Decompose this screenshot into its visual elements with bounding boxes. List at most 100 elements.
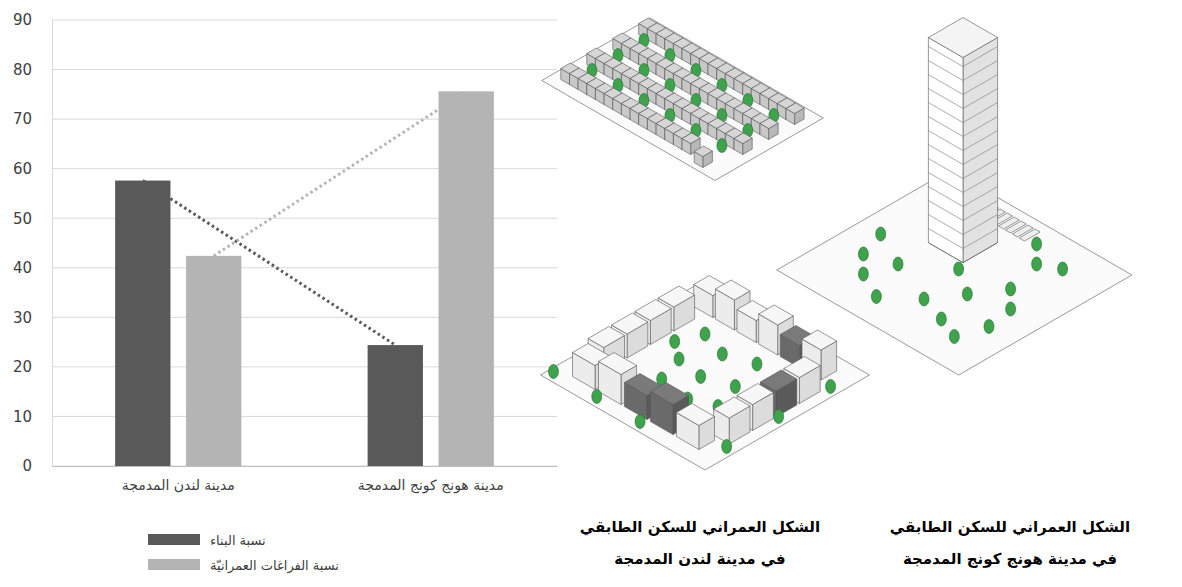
- floor-line: [928, 145, 997, 165]
- tree: [826, 380, 836, 394]
- tree: [858, 247, 868, 261]
- tree: [674, 352, 684, 366]
- y-tick: 30: [13, 309, 52, 327]
- tree: [717, 139, 727, 153]
- tree: [730, 380, 740, 394]
- tree: [949, 330, 959, 344]
- legend-label: نسبة الفراغات العمرانيّة: [210, 558, 339, 574]
- tree: [984, 320, 994, 334]
- floor-line: [928, 229, 997, 249]
- legend-label: نسبة البناء: [210, 533, 266, 548]
- building-roof: [588, 327, 624, 348]
- tree: [548, 365, 558, 379]
- x-tick-label: مدينة هونج كونج المدمجة: [358, 477, 504, 494]
- building-roof: [694, 146, 712, 157]
- tree: [700, 327, 710, 341]
- tree: [592, 390, 602, 404]
- tree: [1006, 302, 1016, 316]
- scene-tower: [777, 18, 1132, 376]
- floor-line: [928, 201, 997, 221]
- tree: [893, 257, 903, 271]
- floor-line: [928, 215, 997, 235]
- tree: [1032, 237, 1042, 251]
- y-tick-label: 40: [13, 259, 32, 277]
- bar: [439, 91, 494, 466]
- y-tick-label: 20: [13, 358, 32, 376]
- bar: [368, 345, 423, 466]
- floor-line: [928, 131, 997, 151]
- tree: [919, 292, 929, 306]
- building-roof: [786, 103, 804, 114]
- scene-perimeter: [541, 276, 870, 471]
- caption: في مدينة هونج كونج المدمجة: [903, 550, 1117, 568]
- caption: الشكل العمراني للسكن الطابقي: [890, 518, 1130, 536]
- building-roof: [676, 404, 714, 426]
- building-roof: [802, 330, 837, 350]
- legend-swatch: [148, 559, 200, 570]
- building-roof: [650, 383, 688, 405]
- building-roof: [760, 118, 778, 129]
- floor-line: [928, 173, 997, 193]
- x-tick-label: مدينة لندن المدمجة: [122, 477, 235, 493]
- caption: الشكل العمراني للسكن الطابقي: [580, 518, 820, 536]
- building-roof: [599, 353, 637, 375]
- ground: [542, 18, 823, 181]
- y-tick: 10: [13, 408, 52, 426]
- tree: [696, 370, 706, 384]
- tree: [962, 287, 972, 301]
- floor-line: [928, 89, 997, 109]
- y-tick-label: 0: [22, 457, 32, 475]
- trend-line: [143, 181, 395, 346]
- tree: [717, 347, 727, 361]
- floor-line: [928, 75, 997, 95]
- y-tick: 40: [13, 259, 52, 277]
- grid-line: [52, 20, 557, 21]
- y-tick-label: 50: [13, 210, 32, 228]
- floor-line: [928, 117, 997, 137]
- y-tick: 60: [13, 160, 52, 178]
- y-tick-label: 90: [13, 11, 32, 29]
- grid: [52, 20, 557, 466]
- tree: [670, 335, 680, 349]
- y-tick: 70: [13, 110, 52, 128]
- trend-line: [214, 91, 467, 256]
- y-axis: 0 10 20 30 40 50 60 70 80 90: [13, 11, 53, 475]
- y-tick-label: 10: [13, 408, 32, 426]
- bar: [186, 256, 241, 466]
- marks: [115, 91, 494, 466]
- bar: [115, 181, 170, 466]
- tree: [635, 415, 645, 429]
- illustrations: [541, 18, 1132, 471]
- y-tick: 20: [13, 358, 52, 376]
- scene-terraces: [542, 18, 823, 181]
- floor-line: [928, 159, 997, 179]
- x-tick: مدينة لندن المدمجة: [122, 466, 235, 493]
- x-axis-line: [53, 466, 558, 467]
- tree: [774, 410, 784, 424]
- tree: [858, 267, 868, 281]
- tree: [1032, 257, 1042, 271]
- caption: في مدينة لندن المدمجة: [614, 550, 785, 568]
- tree: [954, 262, 964, 276]
- y-tick-label: 30: [13, 309, 32, 327]
- building-roof: [682, 133, 700, 144]
- legend-swatch: [148, 534, 200, 545]
- tree: [1058, 262, 1068, 276]
- building-side: [963, 38, 998, 263]
- x-axis: مدينة لندن المدمجة مدينة هونج كونج المدمج…: [53, 466, 558, 494]
- y-tick-label: 80: [13, 61, 32, 79]
- building-roof: [928, 18, 997, 58]
- captions: الشكل العمراني للسكن الطابقي في مدينة لند…: [580, 518, 1130, 568]
- y-tick-label: 70: [13, 110, 32, 128]
- floor-line: [928, 47, 997, 67]
- building-roof: [715, 280, 750, 300]
- floor-line: [928, 187, 997, 207]
- tree: [871, 290, 881, 304]
- legend: نسبة البناء نسبة الفراغات العمرانيّة: [148, 533, 339, 574]
- x-tick: مدينة هونج كونج المدمجة: [358, 466, 504, 494]
- building-side: [928, 38, 963, 263]
- building-roof: [734, 133, 752, 144]
- tree: [752, 357, 762, 371]
- y-tick: 50: [13, 210, 52, 228]
- chart: 0102030405060708090مدينة لندن المدمجةمدي…: [0, 0, 1182, 587]
